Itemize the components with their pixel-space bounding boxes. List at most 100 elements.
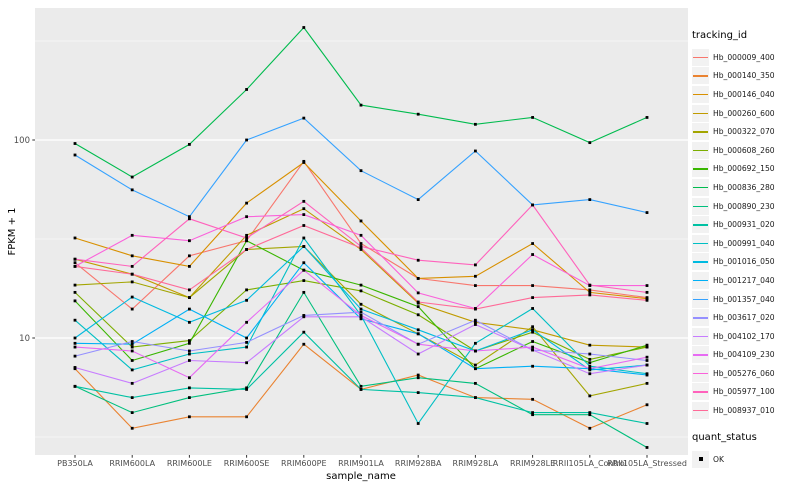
data-point	[245, 386, 248, 390]
data-point	[531, 284, 534, 287]
legend-line-swatch	[693, 75, 708, 77]
data-point	[245, 236, 248, 240]
legend-item-Hb_000322_070: Hb_000322_070	[692, 122, 798, 141]
data-point	[416, 373, 420, 377]
legend-key	[692, 104, 709, 122]
legend-title-quant-status: quant_status	[692, 431, 757, 443]
legend: tracking_id Hb_000009_400 Hb_000140_350 Hb…	[692, 30, 798, 468]
data-point	[302, 290, 306, 294]
data-point	[588, 364, 592, 368]
legend-label: OK	[713, 454, 724, 464]
data-point	[645, 422, 649, 425]
data-point	[130, 254, 134, 258]
legend-key	[692, 48, 709, 66]
data-point	[588, 141, 592, 145]
data-point	[531, 116, 534, 119]
x-tick-label: PB350LA	[57, 459, 93, 468]
data-point	[188, 239, 191, 243]
legend-item-Hb_003617_020: Hb_003617_020	[692, 308, 798, 327]
data-point	[359, 317, 363, 321]
data-point	[588, 372, 592, 376]
legend-label: Hb_000890_230	[713, 201, 775, 211]
data-point	[73, 283, 77, 287]
data-point	[416, 300, 420, 304]
data-point	[359, 242, 363, 245]
data-point	[359, 310, 363, 314]
data-point	[130, 280, 134, 284]
data-point	[416, 328, 420, 332]
data-point	[302, 224, 306, 227]
data-point	[359, 169, 363, 173]
legend-title-tracking-id: tracking_id	[692, 30, 748, 41]
data-point	[474, 367, 477, 371]
data-point	[645, 211, 649, 214]
data-point	[188, 215, 191, 219]
data-point	[359, 233, 363, 237]
legend-key	[692, 290, 709, 308]
data-point	[73, 341, 77, 345]
data-point	[474, 396, 477, 400]
data-point	[474, 149, 477, 153]
data-point	[359, 302, 363, 306]
data-point	[302, 342, 306, 346]
legend-key	[692, 216, 709, 234]
x-tick-label: RRIM600LE	[167, 459, 212, 468]
data-point	[188, 396, 191, 400]
legend-item-Hb_000890_230: Hb_000890_230	[692, 197, 798, 216]
data-point	[188, 296, 191, 299]
legend-line-swatch	[693, 410, 708, 412]
data-point	[302, 199, 306, 203]
legend-line-swatch	[693, 56, 708, 59]
legend-item-Hb_008937_010: Hb_008937_010	[692, 401, 798, 420]
legend-key	[692, 160, 709, 178]
data-point	[245, 388, 248, 391]
legend-item-Hb_000991_040: Hb_000991_040	[692, 234, 798, 253]
data-point	[188, 341, 191, 345]
data-point	[416, 198, 420, 202]
legend-line-swatch	[693, 149, 708, 152]
legend-key	[692, 123, 709, 141]
data-point	[73, 336, 77, 340]
data-point	[531, 325, 534, 329]
legend-key	[692, 402, 709, 420]
data-point	[245, 201, 248, 205]
data-point	[588, 293, 592, 297]
legend-line-swatch	[693, 391, 708, 393]
data-point	[73, 236, 77, 240]
data-point	[302, 207, 306, 211]
legend-line-swatch	[693, 112, 708, 114]
data-point	[130, 175, 134, 179]
legend-item-Hb_000836_280: Hb_000836_280	[692, 178, 798, 197]
data-point	[302, 236, 306, 240]
data-point	[188, 307, 191, 311]
data-point	[359, 307, 363, 311]
data-point	[73, 384, 77, 388]
data-point	[130, 188, 134, 192]
data-point	[416, 291, 420, 295]
legend-line-swatch	[693, 186, 708, 189]
x-tick-label: RRIM928LE	[510, 459, 555, 468]
x-tick-label: RRII105LA_Stressed	[607, 459, 687, 468]
legend-label: Hb_000146_040	[713, 89, 775, 99]
x-tick-label: RRIM600LA	[109, 459, 155, 468]
data-point	[130, 411, 134, 414]
x-tick-label: RRII105LA_Control	[553, 459, 627, 468]
data-point	[130, 359, 134, 362]
data-point	[302, 161, 306, 164]
data-point	[245, 138, 248, 142]
data-point	[73, 261, 77, 265]
data-point	[531, 345, 534, 349]
data-point	[245, 233, 248, 237]
legend-square-point	[698, 457, 703, 462]
data-point	[588, 394, 592, 398]
legend-gap	[692, 420, 798, 432]
data-point	[416, 305, 420, 309]
data-point	[531, 253, 534, 256]
data-point	[130, 342, 134, 346]
legend-key	[692, 67, 709, 85]
legend-key	[692, 85, 709, 103]
data-point	[130, 307, 134, 311]
data-point	[474, 263, 477, 267]
data-point	[245, 88, 248, 91]
